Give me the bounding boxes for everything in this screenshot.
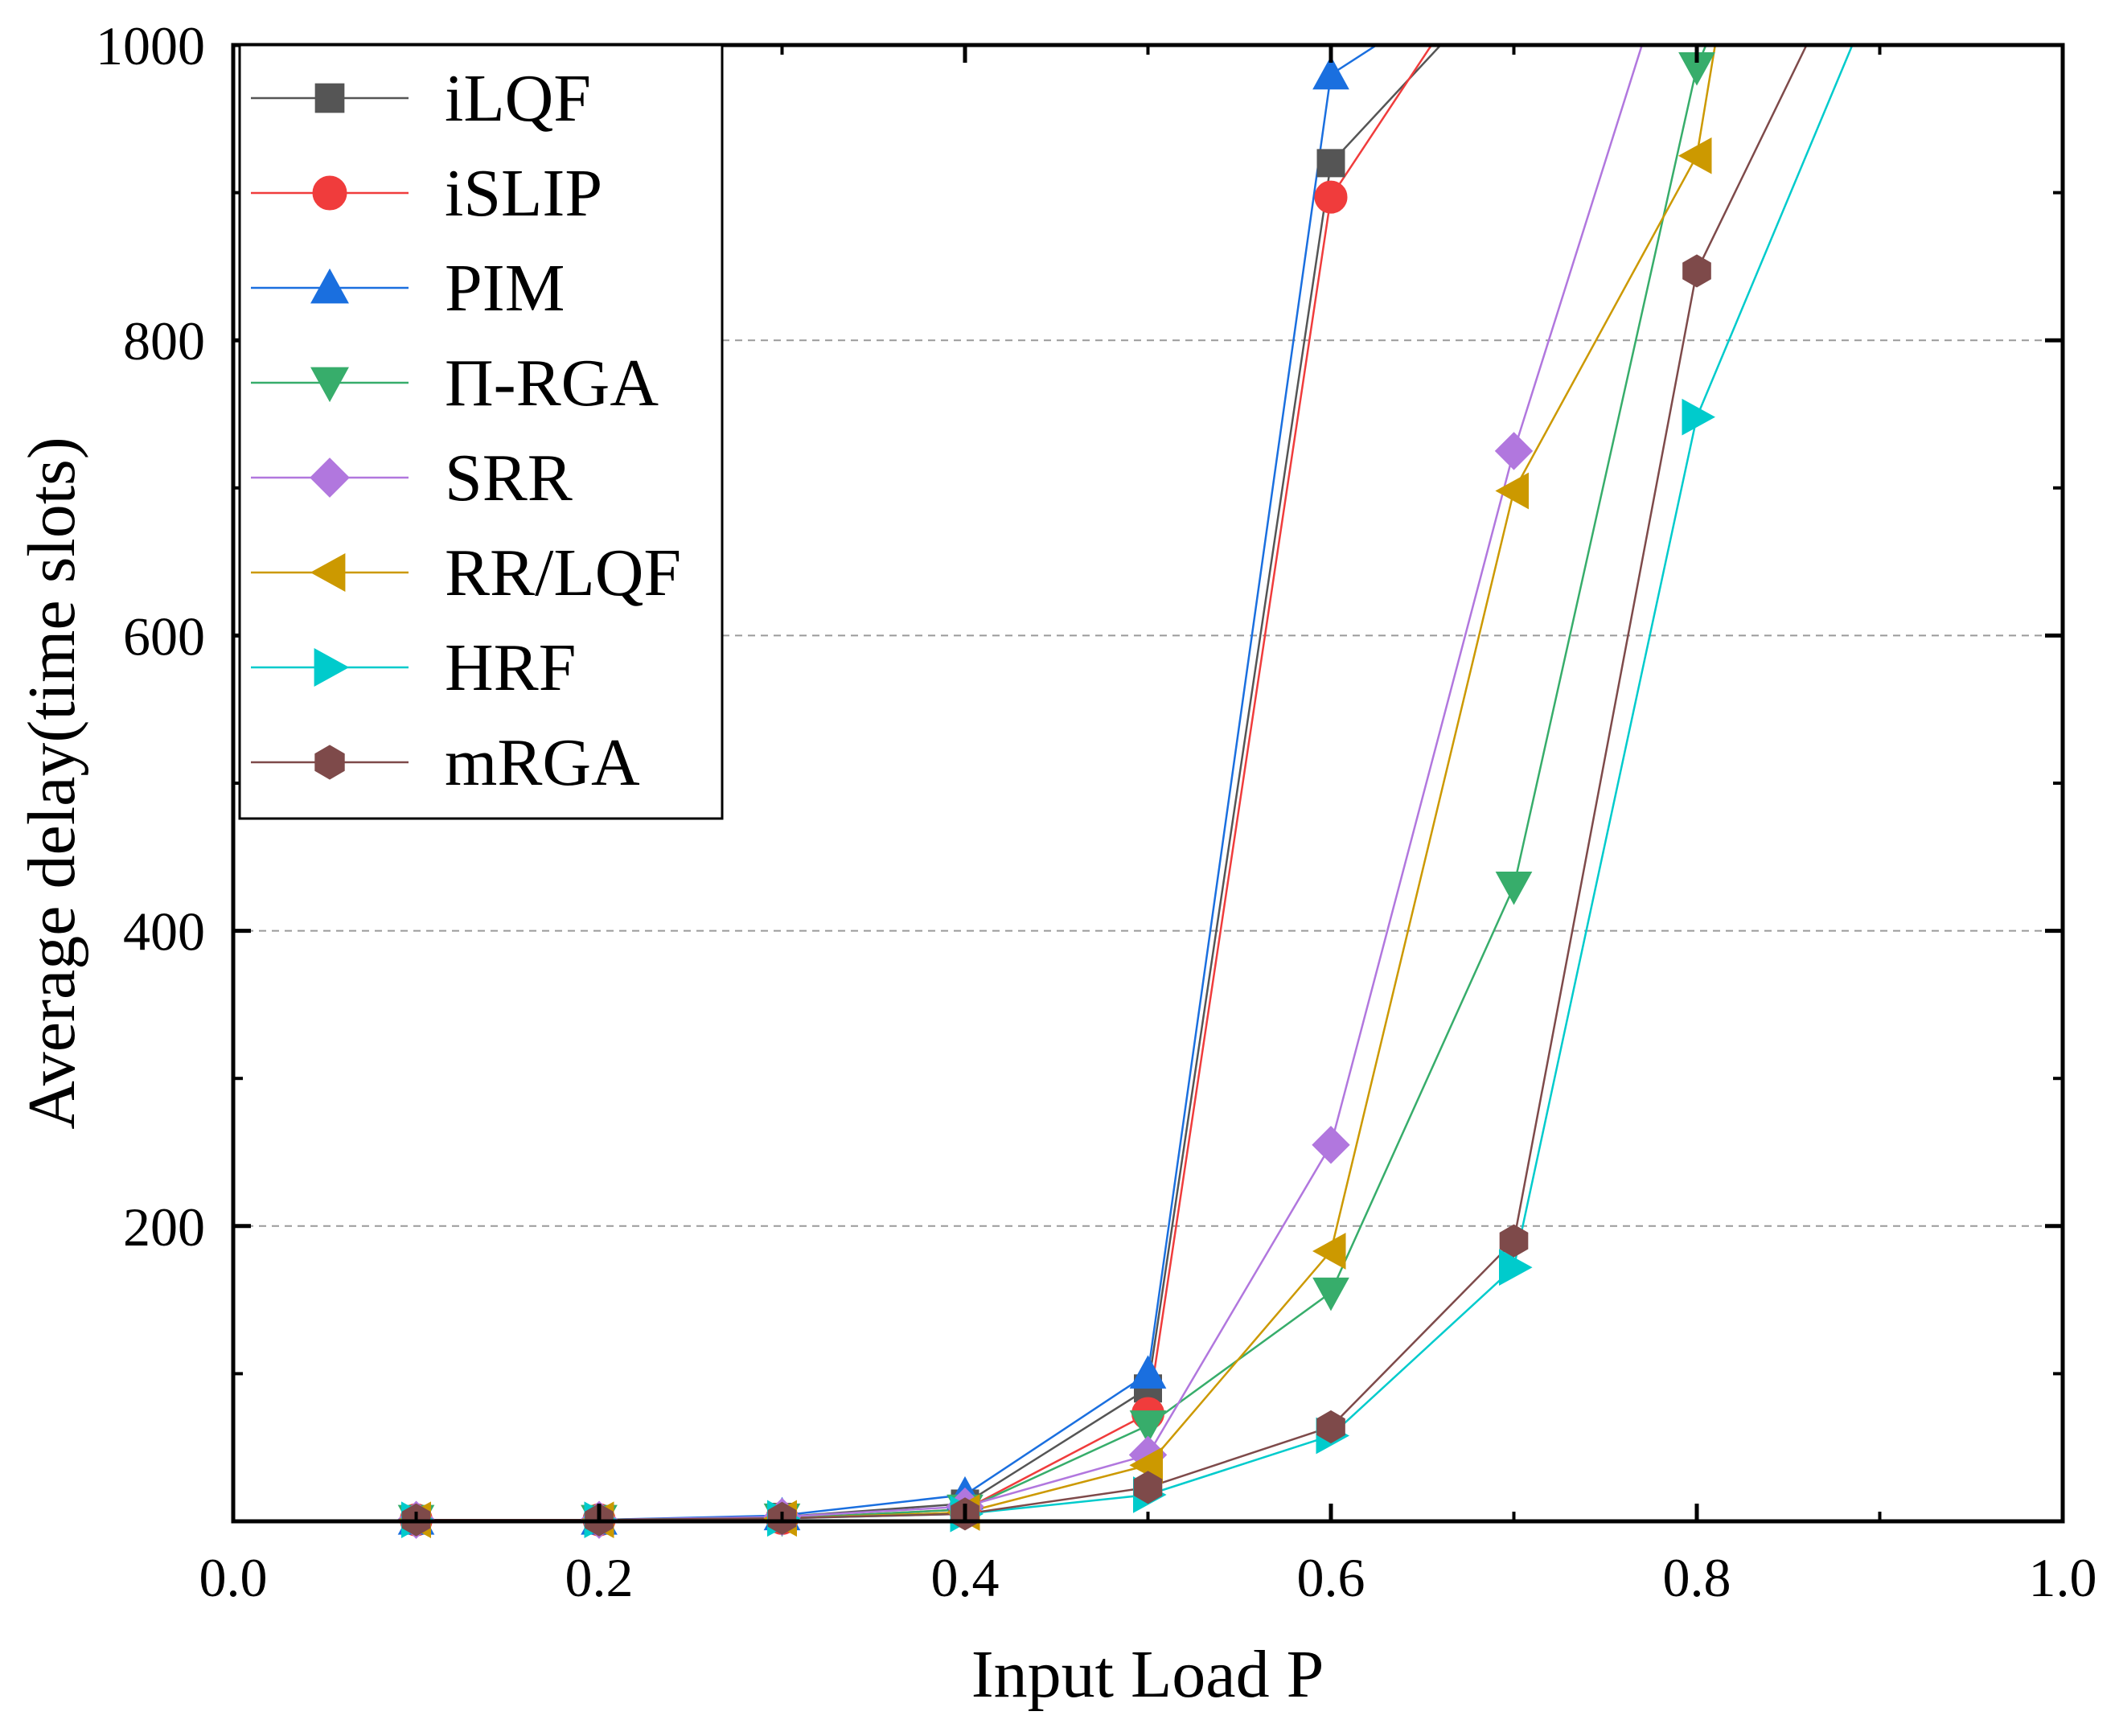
legend-marker-HRF	[314, 648, 350, 687]
legend-label-RR/LQF: RR/LQF	[445, 536, 681, 610]
legend: iLQF iSLIP PIM Π-RGA SRR RR/LQF HRF mRGA	[238, 43, 724, 820]
x-tick-label: 0.2	[565, 1547, 634, 1608]
x-tick-label: 0.6	[1297, 1547, 1365, 1608]
y-tick-label: 400	[123, 901, 205, 962]
data-point-HRF	[1682, 398, 1716, 436]
legend-label-PIM: PIM	[445, 251, 565, 326]
y-tick-label: 600	[123, 605, 205, 667]
x-tick-label: 0.8	[1663, 1547, 1731, 1608]
legend-marker-iSLIP	[312, 175, 347, 211]
data-point-iSLIP	[1314, 180, 1348, 214]
data-point-SRR	[1494, 432, 1534, 470]
legend-marker-iLQF	[314, 83, 345, 113]
legend-marker-mRGA	[314, 745, 345, 780]
data-point-Π-RGA	[1312, 1277, 1349, 1311]
data-point-RR/LQF	[1495, 472, 1529, 510]
data-point-SRR	[1312, 1126, 1350, 1164]
legend-label-HRF: HRF	[445, 630, 576, 705]
data-point-Π-RGA	[1495, 872, 1533, 905]
legend-label-iSLIP: iSLIP	[445, 156, 602, 231]
legend-marker-Π-RGA	[310, 367, 349, 403]
data-point-Π-RGA	[1129, 1410, 1167, 1444]
x-tick-label: 1.0	[2029, 1547, 2097, 1608]
legend-marker-SRR	[310, 458, 350, 498]
y-axis-label: Average delay(time slots)	[14, 437, 89, 1129]
legend-marker-RR/LQF	[310, 553, 346, 592]
legend-label-SRR: SRR	[445, 441, 573, 515]
x-tick-label: 0.0	[199, 1547, 268, 1608]
data-point-mRGA	[1682, 254, 1711, 288]
data-point-mRGA	[1133, 1471, 1163, 1504]
x-tick-label: 0.4	[931, 1547, 1000, 1608]
y-tick-label: 200	[123, 1196, 205, 1258]
axes: 0.0 0.2 0.4 0.6 0.8 1.0 200 400 600 800 1000	[96, 15, 2097, 1608]
data-point-RR/LQF	[1312, 1233, 1346, 1270]
data-point-HRF	[1499, 1249, 1533, 1287]
data-point-mRGA	[1316, 1410, 1345, 1444]
legend-marker-PIM	[310, 268, 349, 304]
legend-label-iLQF: iLQF	[445, 61, 591, 136]
grid-lines	[233, 339, 2063, 1227]
x-axis-label: Input Load P	[971, 1637, 1324, 1712]
y-tick-label: 1000	[96, 15, 205, 76]
legend-label-Π-RGA: Π-RGA	[445, 346, 659, 421]
data-point-RR/LQF	[1678, 137, 1712, 174]
legend-label-mRGA: mRGA	[445, 725, 640, 800]
data-point-PIM	[1312, 55, 1349, 90]
data-point-PIM	[1129, 1355, 1167, 1389]
y-tick-label: 800	[123, 310, 205, 371]
legend-box	[238, 43, 724, 820]
data-point-iLQF	[1316, 149, 1345, 178]
data-point-mRGA	[1499, 1224, 1529, 1258]
